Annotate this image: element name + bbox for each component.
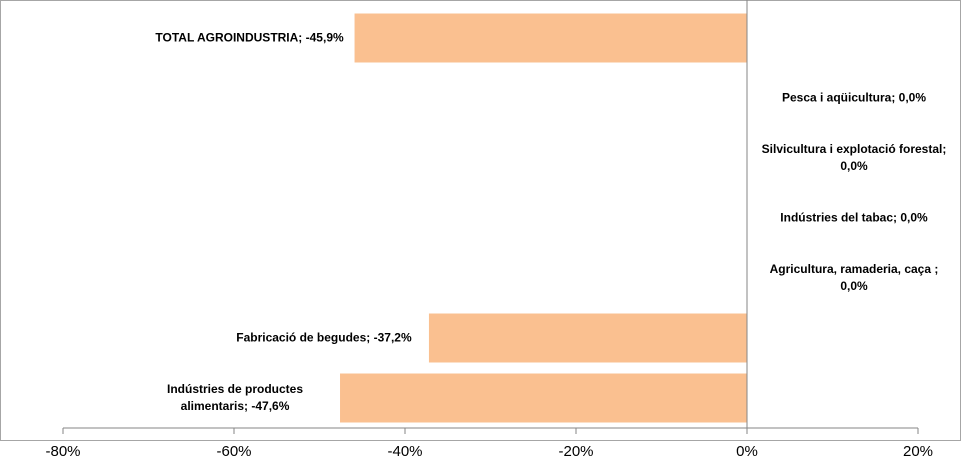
chart-border bbox=[0, 0, 961, 441]
x-tick-label: -20% bbox=[558, 443, 593, 460]
data-label: Agricultura, ramaderia, caça ; 0,0% bbox=[769, 262, 939, 293]
x-tick-label: 0% bbox=[736, 443, 758, 460]
x-tick-label: -40% bbox=[387, 443, 422, 460]
data-label: Fabricació de begudes; -37,2% bbox=[236, 330, 412, 345]
data-label: Silvicultura i explotació forestal; 0,0% bbox=[761, 142, 947, 173]
data-label: TOTAL AGROINDUSTRIA; -45,9% bbox=[155, 30, 344, 45]
x-tick-label: -60% bbox=[216, 443, 251, 460]
data-label: Indústries de productes alimentaris; -47… bbox=[167, 382, 304, 413]
bar bbox=[354, 13, 747, 63]
x-tick-label: -80% bbox=[45, 443, 80, 460]
bar bbox=[340, 373, 747, 423]
x-tick-label: 20% bbox=[903, 443, 933, 460]
data-label: Pesca i aqüicultura; 0,0% bbox=[781, 90, 927, 105]
data-label: Indústries del tabac; 0,0% bbox=[780, 210, 928, 225]
bar bbox=[428, 313, 747, 363]
